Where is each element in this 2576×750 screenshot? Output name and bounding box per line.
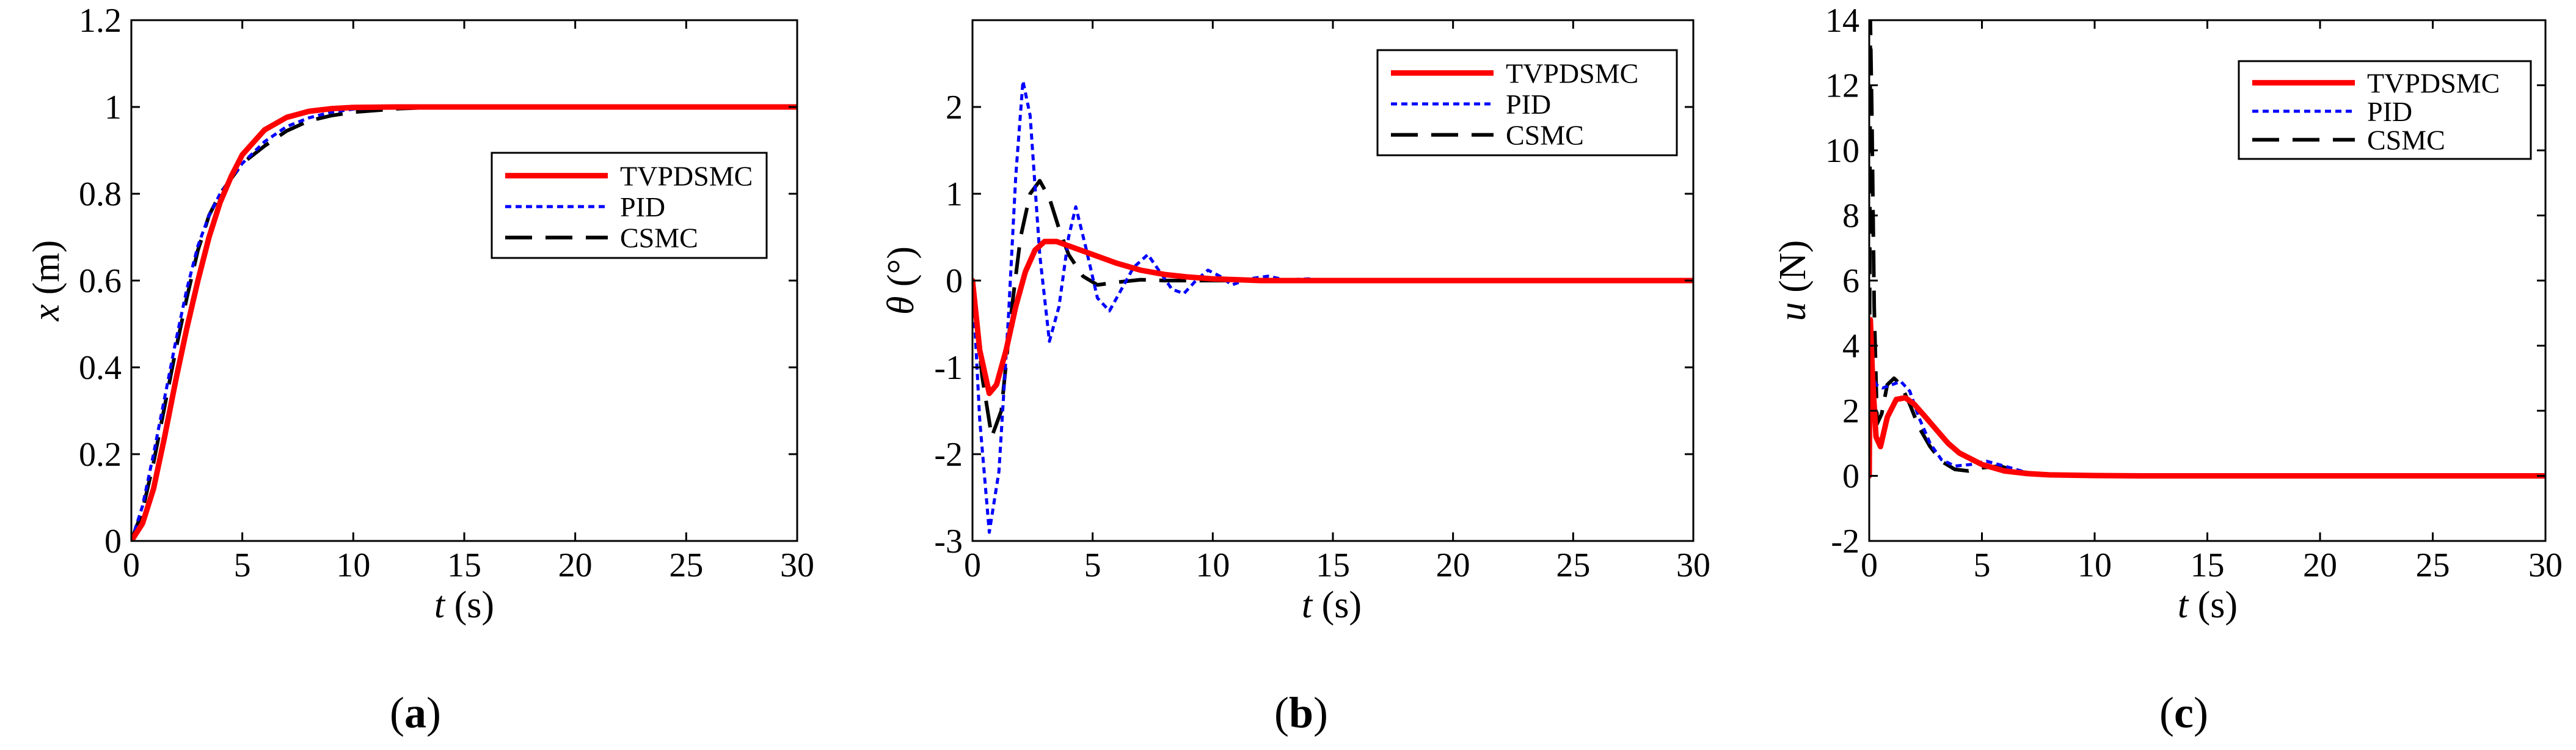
panel-a-legend-label-tvpdsmc: TVPDSMC — [620, 160, 753, 191]
panel-b-series — [972, 79, 1693, 534]
panel-c-xtick-label: 15 — [2191, 546, 2225, 584]
panel-a-ytick-label: 0.8 — [79, 175, 122, 213]
panel-c-ytick-label: 14 — [1825, 2, 1859, 40]
panel-c-ytick-label: 12 — [1825, 67, 1859, 105]
panel-b-xtick-label: 15 — [1316, 546, 1350, 584]
panel-b-legend-label-pid: PID — [1506, 89, 1551, 120]
panel-a-xtick-label: 0 — [123, 546, 140, 584]
panel-a-xtick-label: 10 — [336, 546, 370, 584]
panel-a: 0 5 10 15 20 25 30 0 0.2 0.4 0.6 0.8 1 1.2 TVPDSMCPID… — [26, 2, 814, 737]
panel-b-caption-letter: b — [1289, 688, 1313, 737]
panel-c-xtick-label: 30 — [2528, 546, 2563, 584]
panel-b-xlabel-unit: (s) — [1312, 584, 1362, 626]
panel-a-ylabel-unit: (m) — [26, 240, 67, 304]
panel-c-ylabel-unit: (N) — [1772, 240, 1814, 303]
panel-c-ylabel-symbol: u — [1772, 302, 1814, 321]
panel-a-ytick-label: 1.2 — [79, 2, 122, 40]
panel-b-series-csmc — [972, 178, 1693, 439]
panel-c-caption: (c) — [2159, 688, 2208, 737]
panel-c-xtick-label: 20 — [2303, 546, 2337, 584]
panel-b-ylabel-symbol: θ — [880, 296, 922, 315]
panel-b-ytick-label: -1 — [934, 349, 963, 387]
panel-b-ytick-label: -3 — [934, 523, 963, 561]
panel-c-caption-letter: c — [2174, 688, 2194, 737]
panel-c-ytick-label: 2 — [1842, 392, 1859, 430]
panel-c-ytick-label: -2 — [1831, 523, 1859, 561]
panel-a-ylabel-symbol: x — [26, 304, 67, 322]
panel-c-ytick-label: 6 — [1842, 262, 1859, 300]
panel-c-legend-label-pid: PID — [2367, 96, 2412, 127]
panel-a-xtick-label: 30 — [780, 546, 814, 584]
panel-a-caption-letter: a — [404, 688, 426, 737]
panel-c-xtick-label: 25 — [2416, 546, 2450, 584]
panel-a-ytick-label: 0 — [104, 523, 122, 561]
panel-b-ylabel: θ (°) — [880, 246, 922, 315]
panel-c-ytick-label: 4 — [1842, 328, 1859, 366]
panel-c-xtick-label: 0 — [1861, 546, 1878, 584]
panel-a-ylabel: x (m) — [26, 240, 67, 322]
panel-b-xtick-label: 10 — [1195, 546, 1230, 584]
panel-c-xtick-label: 10 — [2078, 546, 2112, 584]
panel-b-ytick-label: 0 — [946, 262, 963, 300]
panel-b-xtick-label: 30 — [1676, 546, 1710, 584]
panel-a-series — [131, 104, 797, 541]
panel-a-caption: (a) — [390, 688, 441, 737]
panel-a-legend-label-pid: PID — [620, 191, 665, 222]
panel-a-xtick-label: 15 — [447, 546, 481, 584]
panel-b-xtick-label: 0 — [964, 546, 981, 584]
panel-b-xlabel: t (s) — [1302, 584, 1362, 626]
panel-c-xtick-label: 5 — [1974, 546, 1991, 584]
panel-b-legend-label-tvpdsmc: TVPDSMC — [1506, 57, 1638, 89]
panel-a-legend-label-csmc: CSMC — [620, 222, 698, 254]
panel-a-ticks: 0 5 10 15 20 25 30 0 0.2 0.4 0.6 0.8 1 1.2 — [79, 2, 814, 584]
panel-c-ytick-label: 0 — [1842, 458, 1859, 496]
panel-c-xlabel-unit: (s) — [2188, 584, 2238, 626]
panel-b-ytick-label: 2 — [946, 89, 963, 127]
panel-a-ytick-label: 0.6 — [79, 262, 122, 300]
panel-b-series-tvpdsmc — [972, 238, 1693, 397]
panel-b-legend-label-csmc: CSMC — [1506, 120, 1584, 151]
panel-b-xlabel-symbol: t — [1302, 584, 1313, 626]
panel-b-caption: (b) — [1274, 688, 1328, 737]
panel-a-xtick-label: 25 — [669, 546, 703, 584]
panel-a-xlabel: t (s) — [434, 584, 494, 626]
panel-c-series-pid — [1869, 370, 2545, 477]
panel-a-xtick-label: 20 — [558, 546, 593, 584]
panel-a-xlabel-symbol: t — [434, 584, 446, 626]
panel-a-series-pid — [131, 105, 797, 541]
panel-c-ytick-label: 10 — [1825, 132, 1859, 170]
panel-a-ytick-label: 0.4 — [79, 349, 122, 387]
panel-c-xlabel: t (s) — [2178, 584, 2238, 626]
panel-c-legend-label-csmc: CSMC — [2367, 125, 2445, 156]
panel-c-ytick-label: 8 — [1842, 197, 1859, 235]
panel-a-xlabel-unit: (s) — [445, 584, 494, 626]
panel-b-ylabel-unit: (°) — [880, 246, 922, 296]
panel-b-xtick-label: 25 — [1556, 546, 1590, 584]
panel-b-xtick-label: 20 — [1436, 546, 1470, 584]
panel-b-ytick-label: 1 — [946, 175, 963, 213]
panel-a-series-tvpdsmc — [131, 104, 797, 541]
panel-b-ticks: 0 5 10 15 20 25 30 -3 -2 -1 0 1 2 — [934, 20, 1710, 584]
panel-c-series — [1869, 20, 2545, 479]
panel-b-ytick-label: -2 — [934, 436, 963, 474]
panel-c-ylabel: u (N) — [1772, 240, 1814, 322]
panel-b-xtick-label: 5 — [1084, 546, 1101, 584]
panel-a-ytick-label: 0.2 — [79, 436, 122, 474]
panel-c-xlabel-symbol: t — [2178, 584, 2189, 626]
panel-c-series-tvpdsmc — [1869, 317, 2545, 479]
panel-b-series-pid — [972, 79, 1693, 534]
panel-a-ytick-label: 1 — [104, 89, 122, 127]
panel-c-legend-label-tvpdsmc: TVPDSMC — [2367, 67, 2500, 98]
panel-a-xtick-label: 5 — [234, 546, 251, 584]
panel-a-axes-frame — [130, 19, 798, 542]
